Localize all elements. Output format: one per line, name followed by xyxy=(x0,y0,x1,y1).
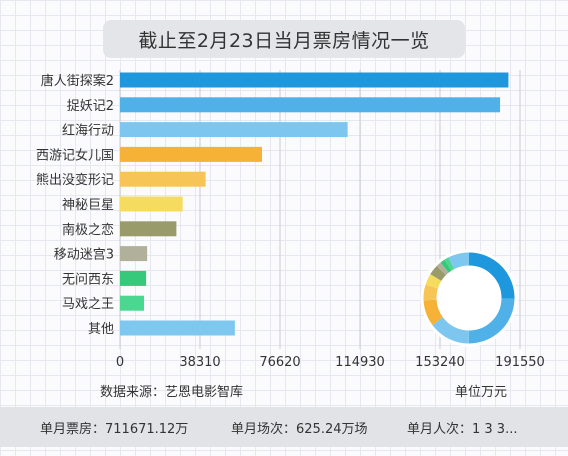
bar xyxy=(120,270,147,286)
x-tick-label: 114930 xyxy=(335,355,385,370)
x-tick-labels: 0 38310 76620 114930 153240 191550 xyxy=(116,355,545,370)
donut-slice xyxy=(436,262,449,276)
category-label: 移动迷宫3 xyxy=(54,248,114,263)
category-label: 捉妖记2 xyxy=(67,99,114,114)
chart-title: 截止至2月23日当月票房情况一览 xyxy=(138,29,430,52)
category-label: 马戏之王 xyxy=(62,297,114,312)
monthly-box-office: 单月票房：711671.12万 xyxy=(40,422,189,437)
donut-slice xyxy=(440,259,452,273)
monthly-attendance: 单月人次：1 3 3... xyxy=(407,422,518,437)
monthly-screenings: 单月场次：625.24万场 xyxy=(231,422,368,437)
footer-band xyxy=(0,407,568,447)
bars-group xyxy=(120,72,509,336)
data-source-note: 数据来源：艺恩电影智库 xyxy=(100,385,244,400)
bar xyxy=(120,122,348,138)
category-label: 其他 xyxy=(88,322,114,337)
x-tick-label: 0 xyxy=(116,355,124,370)
donut-slice xyxy=(468,252,515,299)
unit-note: 单位万元 xyxy=(455,385,508,400)
bar xyxy=(120,97,501,113)
donut-slice xyxy=(423,299,444,325)
bar xyxy=(120,221,177,237)
donut-slice xyxy=(425,274,442,289)
chart-title-box: 截止至2月23日当月票房情况一览 xyxy=(103,20,465,58)
donut-slice xyxy=(423,284,438,301)
x-tick-label: 38310 xyxy=(179,355,220,370)
x-tick-label: 191550 xyxy=(495,355,545,370)
category-label: 南极之恋 xyxy=(62,222,114,238)
category-label: 熊出没变形记 xyxy=(36,172,114,188)
inset-donut-chart xyxy=(420,249,518,347)
bar xyxy=(120,171,206,187)
bar xyxy=(120,320,235,336)
donut-slice xyxy=(468,298,515,344)
bar xyxy=(120,72,509,88)
donut-slice xyxy=(432,316,470,344)
category-label: 红海行动 xyxy=(62,123,114,139)
category-label: 无问西东 xyxy=(62,272,114,287)
donut-slice xyxy=(448,252,470,270)
bar xyxy=(120,295,145,311)
donut-slice xyxy=(430,265,447,282)
bar xyxy=(120,146,262,162)
category-label: 神秘巨星 xyxy=(62,198,114,213)
donut-slice xyxy=(444,257,455,271)
x-tick-label: 153240 xyxy=(415,355,465,370)
category-label: 西游记女儿国 xyxy=(36,147,114,163)
bar xyxy=(120,246,148,262)
bar xyxy=(120,196,183,212)
x-tick-label: 76620 xyxy=(259,355,300,370)
category-label: 唐人街探案2 xyxy=(41,73,114,89)
